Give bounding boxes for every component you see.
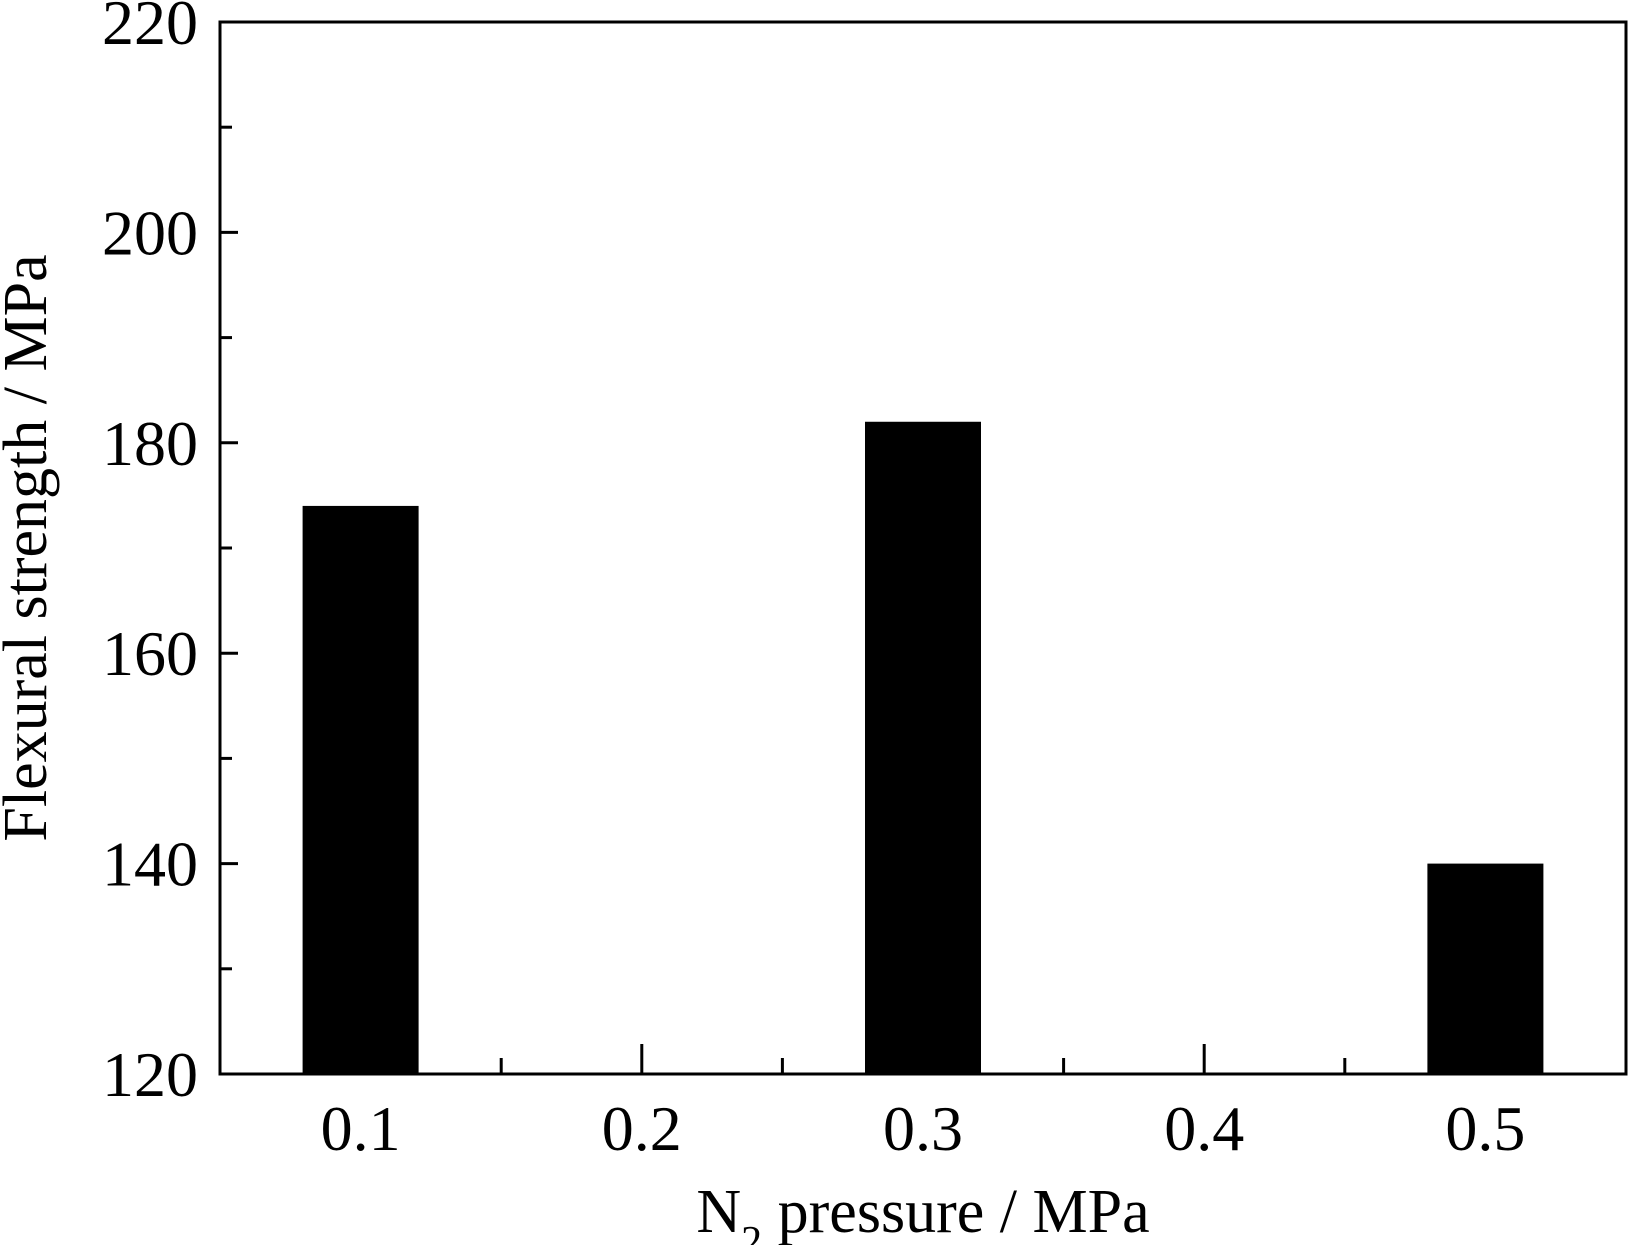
y-tick-label-200: 200 bbox=[102, 197, 198, 268]
x-tick-label-0.3: 0.3 bbox=[883, 1093, 963, 1164]
x-tick-label-0.4: 0.4 bbox=[1164, 1093, 1244, 1164]
x-axis-title: N2 pressure / MPa bbox=[696, 1178, 1149, 1245]
y-tick-label-140: 140 bbox=[102, 829, 198, 900]
x-tick-label-0.5: 0.5 bbox=[1445, 1093, 1525, 1164]
plot-frame bbox=[218, 20, 1628, 1076]
y-tick-label-160: 160 bbox=[102, 618, 198, 689]
y-tick-label-120: 120 bbox=[102, 1039, 198, 1110]
x-axis-title-main: N bbox=[696, 1178, 741, 1245]
y-axis-title: Flexural strength / MPa bbox=[0, 254, 60, 841]
x-tick-label-0.1: 0.1 bbox=[321, 1093, 401, 1164]
x-axis-title-subscript: 2 bbox=[741, 1219, 762, 1245]
y-tick-label-180: 180 bbox=[102, 408, 198, 479]
ticks-layer bbox=[220, 125, 1487, 1074]
bar-0.1 bbox=[302, 505, 419, 1074]
tick-labels-layer: 120 140 160 180 200 220 0.1 0.2 0.3 0.4 0.5 bbox=[102, 0, 1525, 1164]
y-tick-label-220: 220 bbox=[102, 0, 198, 58]
x-axis-title-rest: pressure / MPa bbox=[762, 1178, 1149, 1245]
bars-layer bbox=[302, 421, 1544, 1074]
bar-0.5 bbox=[1427, 863, 1544, 1074]
bar-0.3 bbox=[865, 421, 981, 1074]
x-tick-label-0.2: 0.2 bbox=[602, 1093, 682, 1164]
